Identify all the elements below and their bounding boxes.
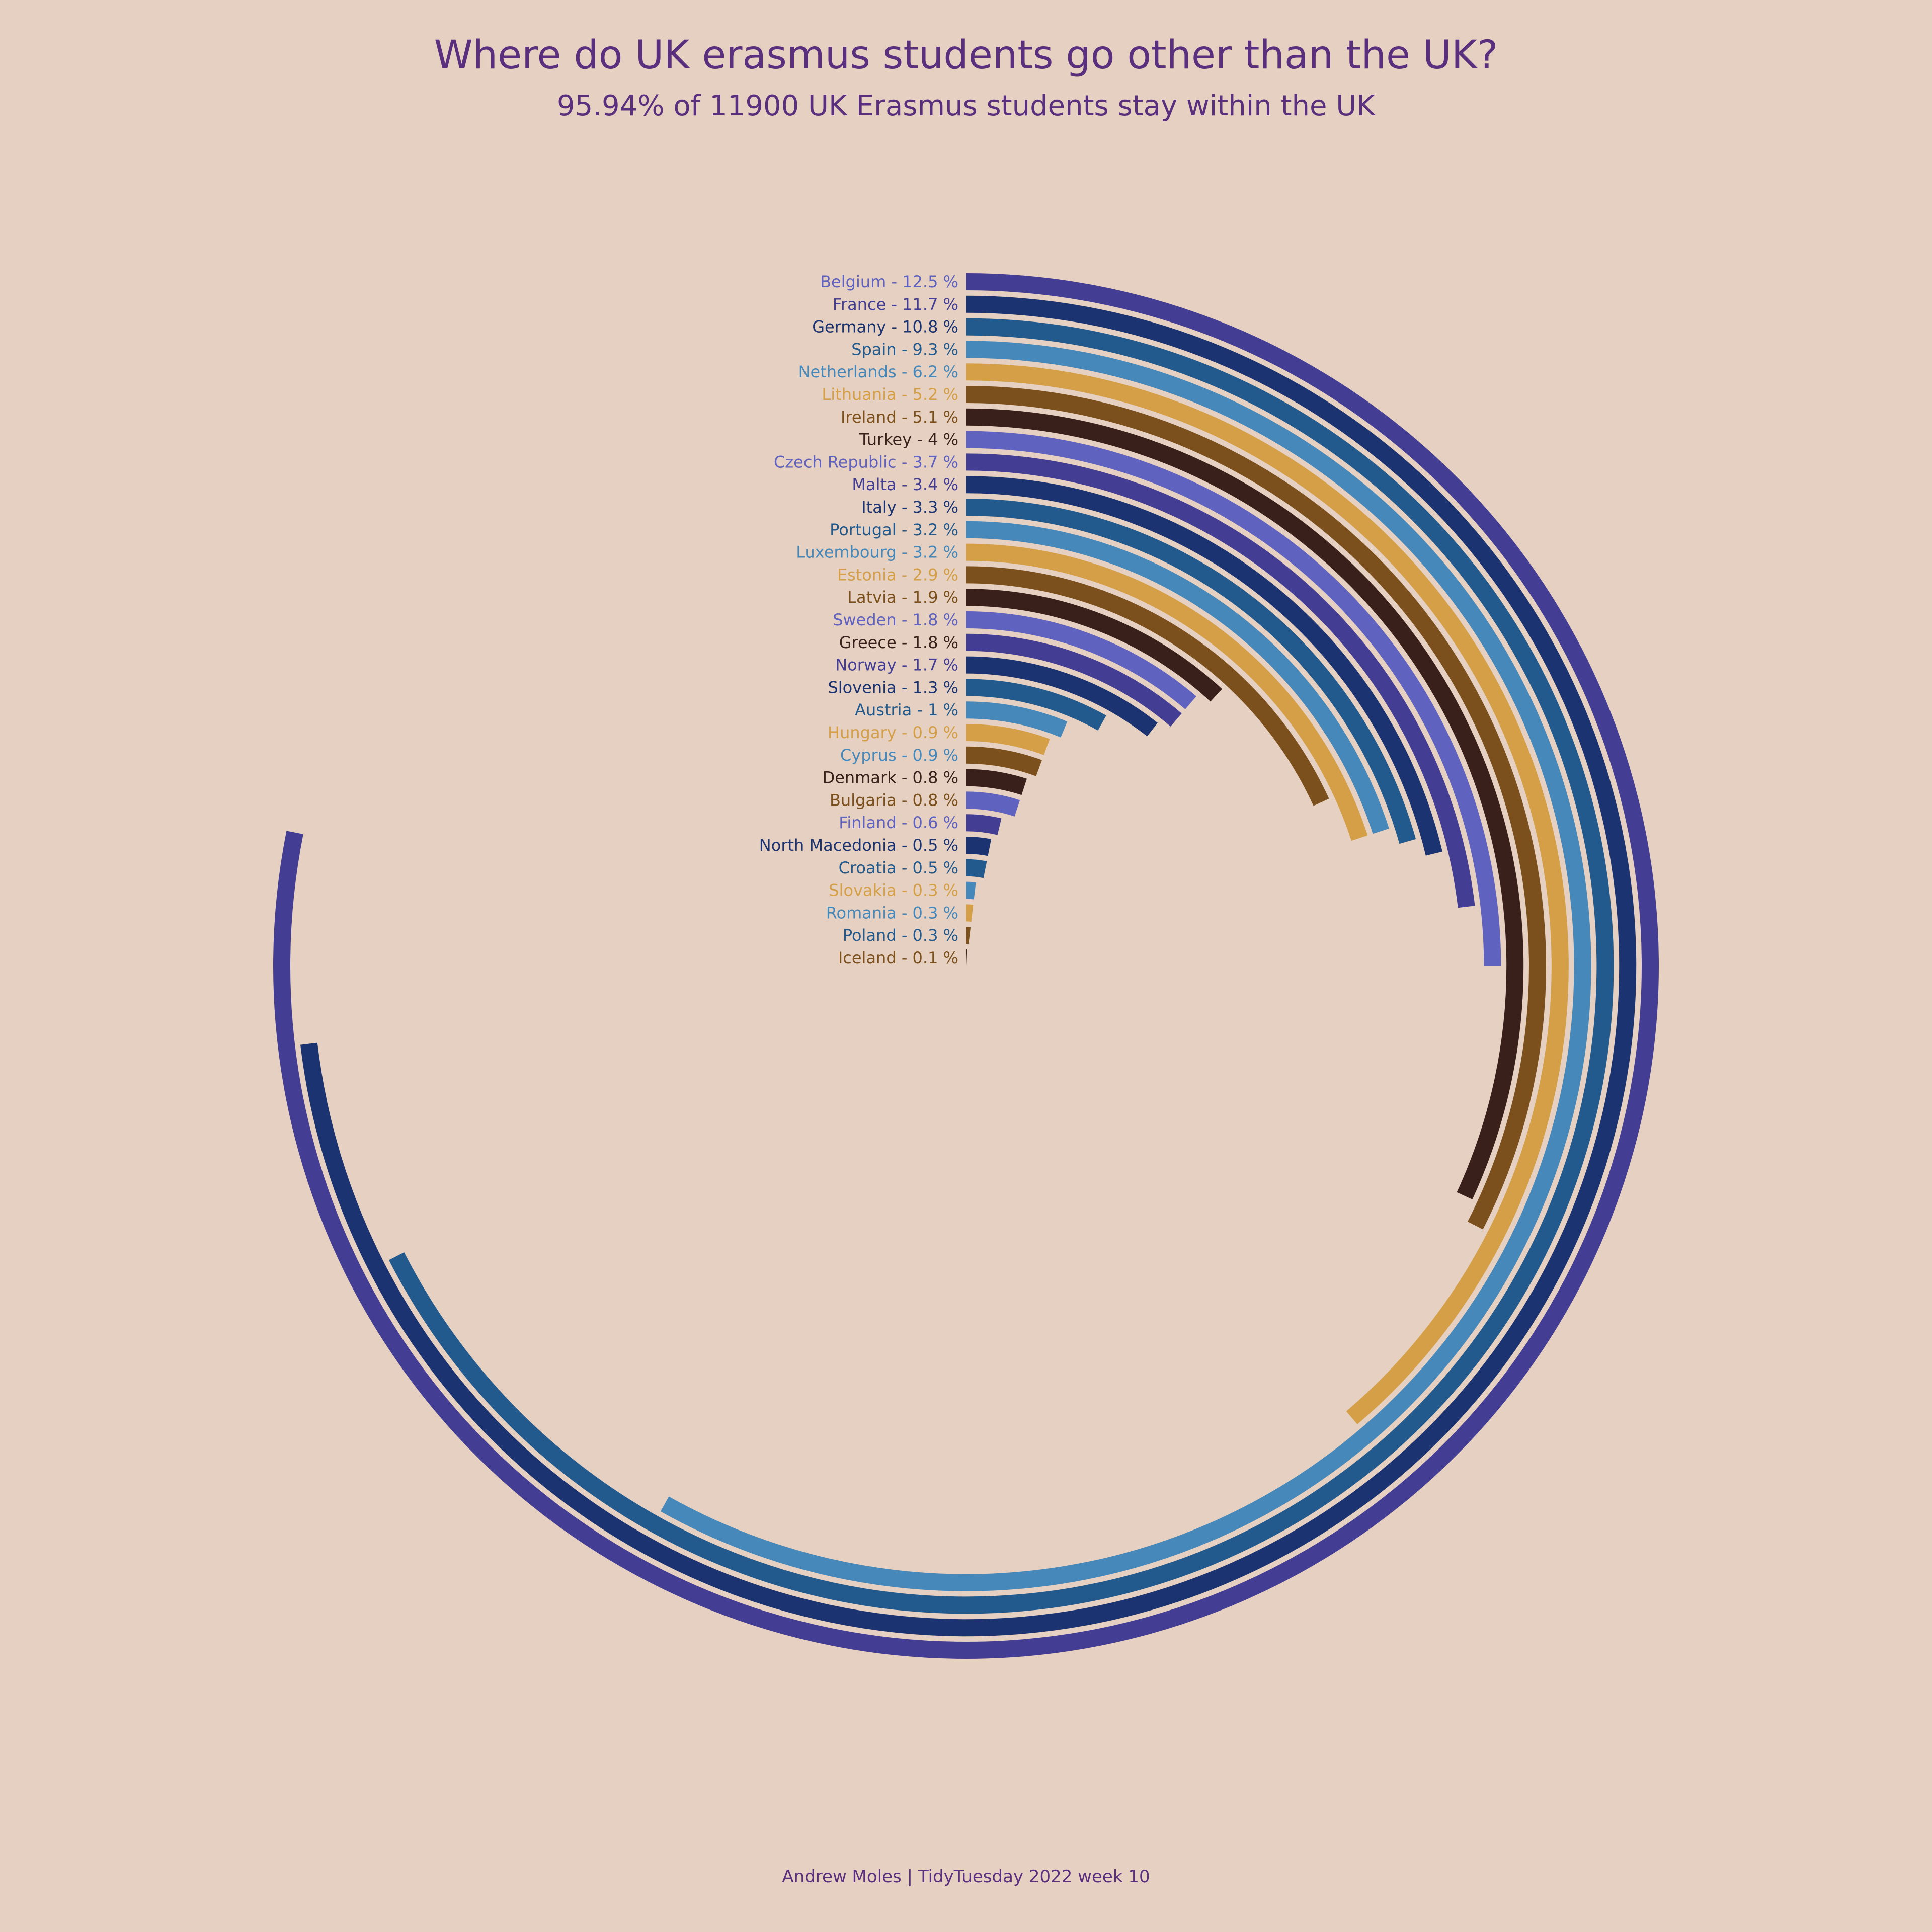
- bar-lithuania: [965, 386, 1546, 1230]
- label-portugal: Portugal - 3.2 %: [830, 520, 958, 539]
- label-ireland: Ireland - 5.1 %: [841, 408, 958, 427]
- bar-spain: [660, 341, 1591, 1591]
- bar-croatia: [965, 859, 987, 878]
- chart-caption: Andrew Moles | TidyTuesday 2022 week 10: [782, 1867, 1150, 1887]
- bar-cyprus: [965, 746, 1042, 776]
- label-hungary: Hungary - 0.9 %: [828, 723, 958, 742]
- label-netherlands: Netherlands - 6.2 %: [798, 362, 958, 381]
- bar-belgium: [273, 273, 1659, 1659]
- label-north-macedonia: North Macedonia - 0.5 %: [759, 836, 958, 855]
- label-slovenia: Slovenia - 1.3 %: [828, 678, 958, 697]
- label-sweden: Sweden - 1.8 %: [833, 610, 958, 629]
- bar-norway: [965, 656, 1158, 737]
- bar-malta: [965, 476, 1442, 856]
- label-greece: Greece - 1.8 %: [839, 633, 958, 652]
- label-croatia: Croatia - 0.5 %: [839, 858, 958, 877]
- bar-luxembourg: [965, 543, 1368, 841]
- chart-title: Where do UK erasmus students go other th…: [434, 33, 1498, 78]
- label-belgium: Belgium - 12.5 %: [820, 272, 958, 291]
- bar-austria: [965, 701, 1068, 738]
- label-germany: Germany - 10.8 %: [812, 317, 958, 337]
- label-cyprus: Cyprus - 0.9 %: [840, 746, 958, 765]
- label-lithuania: Lithuania - 5.2 %: [822, 385, 958, 404]
- label-italy: Italy - 3.3 %: [861, 498, 958, 517]
- label-romania: Romania - 0.3 %: [826, 903, 958, 922]
- label-latvia: Latvia - 1.9 %: [847, 588, 958, 607]
- label-czech-republic: Czech Republic - 3.7 %: [774, 452, 958, 471]
- label-austria: Austria - 1 %: [855, 700, 958, 719]
- label-slovakia: Slovakia - 0.3 %: [829, 881, 958, 900]
- label-bulgaria: Bulgaria - 0.8 %: [830, 790, 958, 810]
- label-turkey: Turkey - 4 %: [859, 430, 958, 449]
- label-finland: Finland - 0.6 %: [839, 813, 958, 832]
- label-iceland: Iceland - 0.1 %: [838, 948, 958, 968]
- bar-ireland: [965, 408, 1524, 1199]
- label-france: France - 11.7 %: [833, 295, 958, 314]
- bar-france: [300, 295, 1637, 1637]
- bar-sweden: [965, 611, 1196, 709]
- bar-netherlands: [965, 363, 1569, 1424]
- bar-turkey: [965, 431, 1501, 967]
- label-estonia: Estonia - 2.9 %: [837, 565, 958, 584]
- bar-north-macedonia: [965, 837, 992, 856]
- bar-hungary: [965, 724, 1050, 755]
- bar-czech-republic: [965, 453, 1475, 908]
- bar-germany: [388, 318, 1614, 1614]
- bar-bulgaria: [965, 791, 1020, 817]
- label-luxembourg: Luxembourg - 3.2 %: [796, 543, 958, 562]
- chart-subtitle: 95.94% of 11900 UK Erasmus students stay…: [557, 90, 1375, 122]
- bar-slovenia: [965, 679, 1106, 731]
- bar-denmark: [965, 769, 1027, 795]
- label-norway: Norway - 1.7 %: [835, 656, 958, 675]
- bar-portugal: [965, 521, 1389, 834]
- label-denmark: Denmark - 0.8 %: [823, 768, 958, 787]
- label-malta: Malta - 3.4 %: [852, 475, 958, 494]
- bar-estonia: [965, 566, 1329, 806]
- bar-greece: [965, 633, 1182, 727]
- bar-italy: [965, 499, 1416, 844]
- label-poland: Poland - 0.3 %: [843, 926, 958, 945]
- bar-finland: [965, 814, 1002, 835]
- bar-latvia: [965, 589, 1222, 702]
- label-spain: Spain - 9.3 %: [851, 340, 958, 359]
